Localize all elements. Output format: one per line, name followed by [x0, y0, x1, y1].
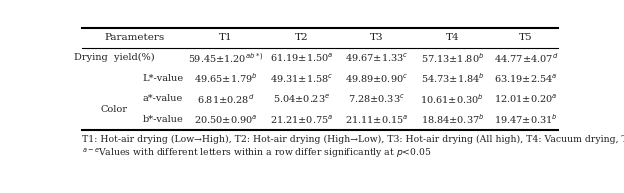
Text: 18.84±0.37$^{b}$: 18.84±0.37$^{b}$ — [421, 113, 484, 126]
Text: 10.61±0.30$^{b}$: 10.61±0.30$^{b}$ — [421, 92, 484, 106]
Text: b*-value: b*-value — [142, 115, 183, 124]
Text: 44.77±4.07$^{d}$: 44.77±4.07$^{d}$ — [494, 51, 558, 65]
Text: Drying  yield(%): Drying yield(%) — [74, 53, 155, 63]
Text: L*-value: L*-value — [142, 74, 183, 83]
Text: 21.21±0.75$^{a}$: 21.21±0.75$^{a}$ — [270, 113, 333, 126]
Text: 6.81±0.28$^{d}$: 6.81±0.28$^{d}$ — [197, 92, 255, 106]
Text: T5: T5 — [519, 33, 533, 42]
Text: Color: Color — [100, 105, 128, 114]
Text: 5.04±0.23$^{e}$: 5.04±0.23$^{e}$ — [273, 93, 330, 105]
Text: 19.47±0.31$^{b}$: 19.47±0.31$^{b}$ — [494, 113, 558, 126]
Text: 63.19±2.54$^{a}$: 63.19±2.54$^{a}$ — [494, 72, 558, 85]
Text: T4: T4 — [446, 33, 459, 42]
Text: 61.19±1.50$^{a}$: 61.19±1.50$^{a}$ — [270, 52, 333, 64]
Text: T1: T1 — [219, 33, 233, 42]
Text: 54.73±1.84$^{b}$: 54.73±1.84$^{b}$ — [421, 72, 484, 85]
Text: T3: T3 — [370, 33, 384, 42]
Text: T2: T2 — [295, 33, 308, 42]
Text: 12.01±0.20$^{a}$: 12.01±0.20$^{a}$ — [494, 93, 557, 105]
Text: 20.50±0.90$^{a}$: 20.50±0.90$^{a}$ — [194, 113, 258, 126]
Text: Parameters: Parameters — [105, 33, 165, 42]
Text: 49.65±1.79$^{b}$: 49.65±1.79$^{b}$ — [194, 72, 258, 85]
Text: T1: Hot-air drying (Low→High), T2: Hot-air drying (High→Low), T3: Hot-air drying: T1: Hot-air drying (Low→High), T2: Hot-a… — [82, 135, 624, 144]
Text: 21.11±0.15$^{a}$: 21.11±0.15$^{a}$ — [345, 113, 409, 126]
Text: 49.31±1.58$^{c}$: 49.31±1.58$^{c}$ — [270, 72, 333, 85]
Text: 59.45±1.20$^{ab*)}$: 59.45±1.20$^{ab*)}$ — [188, 51, 264, 65]
Text: 49.89±0.90$^{c}$: 49.89±0.90$^{c}$ — [345, 72, 409, 85]
Text: 49.67±1.33$^{c}$: 49.67±1.33$^{c}$ — [345, 52, 409, 64]
Text: a*-value: a*-value — [142, 94, 183, 103]
Text: $^{a-e}$Values with different letters within a row differ significantly at $p$<0: $^{a-e}$Values with different letters wi… — [82, 146, 431, 160]
Text: 57.13±1.80$^{b}$: 57.13±1.80$^{b}$ — [421, 51, 484, 65]
Text: 7.28±0.33$^{c}$: 7.28±0.33$^{c}$ — [348, 93, 406, 105]
